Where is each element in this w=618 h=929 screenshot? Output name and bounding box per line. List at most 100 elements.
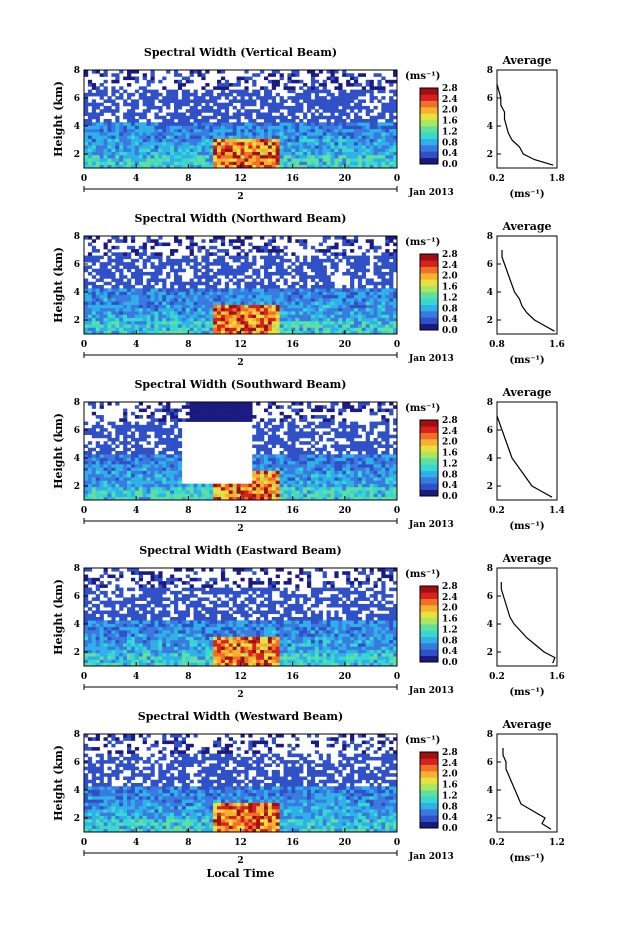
heatmap-cell — [111, 265, 116, 269]
heatmap-cell — [123, 496, 128, 501]
heatmap-cell — [310, 141, 316, 146]
heatmap-cell — [111, 252, 116, 256]
heatmap-cell — [252, 307, 257, 312]
heatmap-cell — [115, 294, 120, 299]
heatmap-cell — [310, 311, 316, 315]
heatmap-cell — [350, 99, 355, 103]
heatmap-cell — [248, 145, 253, 149]
heatmap-cell — [299, 92, 304, 97]
heatmap-cell — [162, 317, 167, 322]
heatmap-cell — [248, 298, 253, 302]
heatmap-cell — [217, 161, 222, 166]
heatmap-cell — [342, 135, 347, 139]
heatmap-cell — [267, 119, 273, 123]
heatmap-cell — [217, 122, 222, 126]
heatmap-cell — [357, 141, 363, 146]
heatmap-cell — [307, 486, 312, 491]
heatmap-cell — [291, 79, 296, 84]
heatmap-cell — [334, 242, 339, 247]
heatmap-cell — [291, 122, 296, 126]
heatmap-cell — [181, 307, 187, 312]
heatmap-cell — [154, 151, 159, 156]
heatmap-cell — [248, 119, 253, 123]
heatmap-cell — [260, 483, 265, 488]
heatmap-cell — [103, 483, 108, 488]
heatmap-cell — [213, 109, 218, 113]
heatmap-cell — [252, 122, 257, 126]
heatmap-cell — [166, 434, 171, 439]
heatmap-cell — [232, 125, 237, 130]
heatmap-cell — [260, 164, 265, 169]
heatmap-cell — [299, 454, 304, 458]
heatmap-cell — [138, 154, 143, 159]
heatmap-cell — [271, 402, 277, 406]
heatmap-cell — [244, 317, 249, 322]
heatmap-cell — [307, 151, 312, 156]
heatmap-cell — [346, 298, 351, 302]
heatmap-cell — [224, 145, 230, 149]
heatmap-cell — [158, 109, 163, 113]
heatmap-cell — [377, 86, 382, 90]
heatmap-cells — [84, 70, 398, 169]
heatmap-cell — [353, 239, 359, 243]
heatmap-cell — [381, 294, 386, 299]
heatmap-cell — [170, 301, 175, 305]
heatmap-cell — [220, 148, 226, 152]
heatmap-cell — [189, 408, 194, 413]
heatmap-cell — [166, 320, 171, 325]
heatmap-cell — [146, 109, 151, 113]
heatmap-cell — [173, 467, 179, 471]
heatmap-cell — [119, 486, 124, 491]
heatmap-cell — [119, 324, 124, 328]
heatmap-cell — [279, 473, 284, 478]
heatmap-cell — [185, 102, 190, 107]
heatmap-cell — [314, 486, 320, 491]
heatmap-cell — [385, 128, 390, 133]
heatmap-cell — [220, 493, 226, 498]
heatmap-cell — [185, 281, 190, 286]
heatmap-cell — [181, 255, 187, 260]
heatmap-cell — [342, 255, 347, 260]
heatmap-cell — [158, 428, 163, 432]
heatmap-cell — [181, 138, 187, 143]
heatmap-cell — [115, 467, 120, 471]
heatmap-cell — [107, 451, 112, 455]
heatmap-cell — [346, 99, 351, 103]
heatmap-cell — [271, 122, 277, 126]
heatmap-cell — [154, 255, 159, 260]
heatmap-cell — [275, 434, 280, 439]
x-tick-label: 8 — [185, 340, 191, 350]
heatmap-cell — [150, 483, 155, 488]
heatmap-cell — [146, 281, 151, 286]
heatmap-cell — [393, 236, 398, 240]
heatmap-cell — [84, 431, 89, 435]
heatmap-cell — [224, 109, 230, 113]
heatmap-cell — [224, 317, 230, 322]
heatmap-cell — [244, 486, 249, 491]
heatmap-cell — [393, 298, 398, 302]
heatmap-cell — [279, 122, 284, 126]
y-axis-label: Height (km) — [52, 247, 65, 323]
heatmap-cell — [99, 457, 104, 462]
heatmap-cell — [373, 291, 378, 296]
heatmap-cell — [166, 477, 171, 481]
heatmap-cell — [217, 109, 222, 113]
heatmap-cell — [228, 486, 233, 491]
heatmap-cell — [170, 473, 175, 478]
heatmap-cell — [346, 105, 351, 110]
heatmap-cell — [287, 154, 292, 159]
heatmap-cell — [322, 109, 327, 113]
heatmap-cell — [283, 145, 288, 149]
heatmap-cell — [185, 255, 190, 260]
heatmap-cell — [307, 275, 312, 279]
heatmap-cell — [111, 148, 116, 152]
heatmap-cell — [342, 161, 347, 166]
heatmap-cell — [213, 164, 218, 169]
heatmap-cell — [84, 70, 89, 74]
heatmap-cell — [322, 317, 327, 322]
heatmap-cell — [275, 135, 280, 139]
heatmap-cell — [240, 330, 245, 335]
heatmap-cell — [166, 402, 171, 406]
heatmap-cell — [283, 154, 288, 159]
heatmap-cell — [244, 122, 249, 126]
